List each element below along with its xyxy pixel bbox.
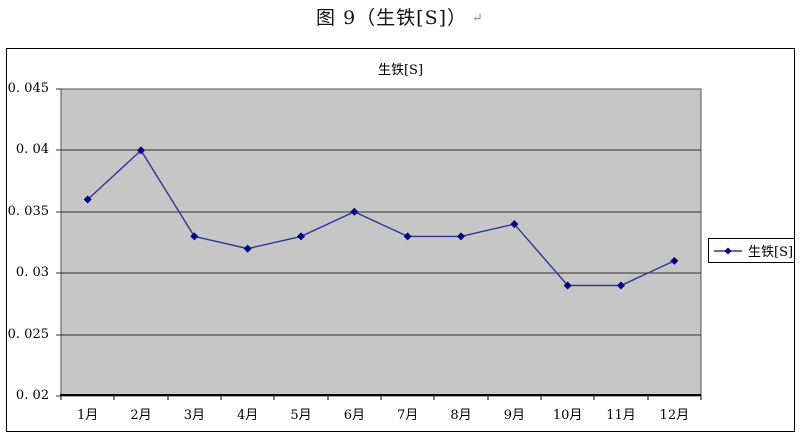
x-axis-label: 4月 [237, 408, 259, 423]
x-axis-label: 10月 [552, 408, 583, 423]
chart-title: 生铁[S] [377, 63, 424, 78]
x-axis-label: 6月 [343, 408, 365, 423]
data-point-marker [457, 232, 465, 241]
data-point-marker [563, 281, 572, 290]
x-axis-label: 9月 [503, 408, 525, 423]
chart-frame: 生铁[S] 生铁[S] 0. 02 0. 025 0. 03 0. 035 0. 04 0… [6, 48, 795, 432]
legend-line-marker-icon [714, 246, 744, 256]
x-axis-label: 11月 [606, 408, 636, 423]
y-axis-label: 0. 02 [15, 388, 49, 403]
data-point-marker [83, 195, 92, 204]
data-point-marker [617, 281, 625, 290]
y-axis-label: 0. 04 [15, 142, 49, 158]
data-point-marker [403, 232, 412, 241]
x-axis-label: 12月 [659, 408, 690, 423]
data-point-marker [297, 232, 305, 241]
x-axis-label: 1月 [77, 408, 99, 423]
document-title: 图 9（生铁[S]） ↵ [0, 3, 800, 30]
y-axis-label: 0. 045 [7, 81, 49, 96]
data-point-marker [510, 220, 519, 229]
x-axis-label: 5月 [290, 408, 312, 423]
plot-area [51, 83, 711, 405]
legend-series-label: 生铁[S] [748, 245, 794, 260]
y-axis-label: 0. 035 [7, 203, 49, 219]
x-axis-label: 3月 [183, 408, 205, 423]
document-title-text: 图 9（生铁[S]） [316, 7, 468, 29]
data-point-marker [670, 256, 679, 265]
data-point-marker [350, 207, 359, 216]
y-axis-label: 0. 03 [15, 265, 49, 281]
data-point-marker [137, 146, 145, 155]
x-axis-label: 7月 [397, 408, 419, 423]
data-point-marker [243, 244, 252, 253]
x-axis-label: 2月 [130, 408, 152, 423]
data-point-marker [190, 232, 199, 241]
y-axis-label: 0. 025 [7, 326, 49, 342]
x-axis-label: 8月 [450, 408, 472, 423]
legend: 生铁[S] [708, 238, 795, 263]
return-mark-icon: ↵ [472, 11, 484, 26]
